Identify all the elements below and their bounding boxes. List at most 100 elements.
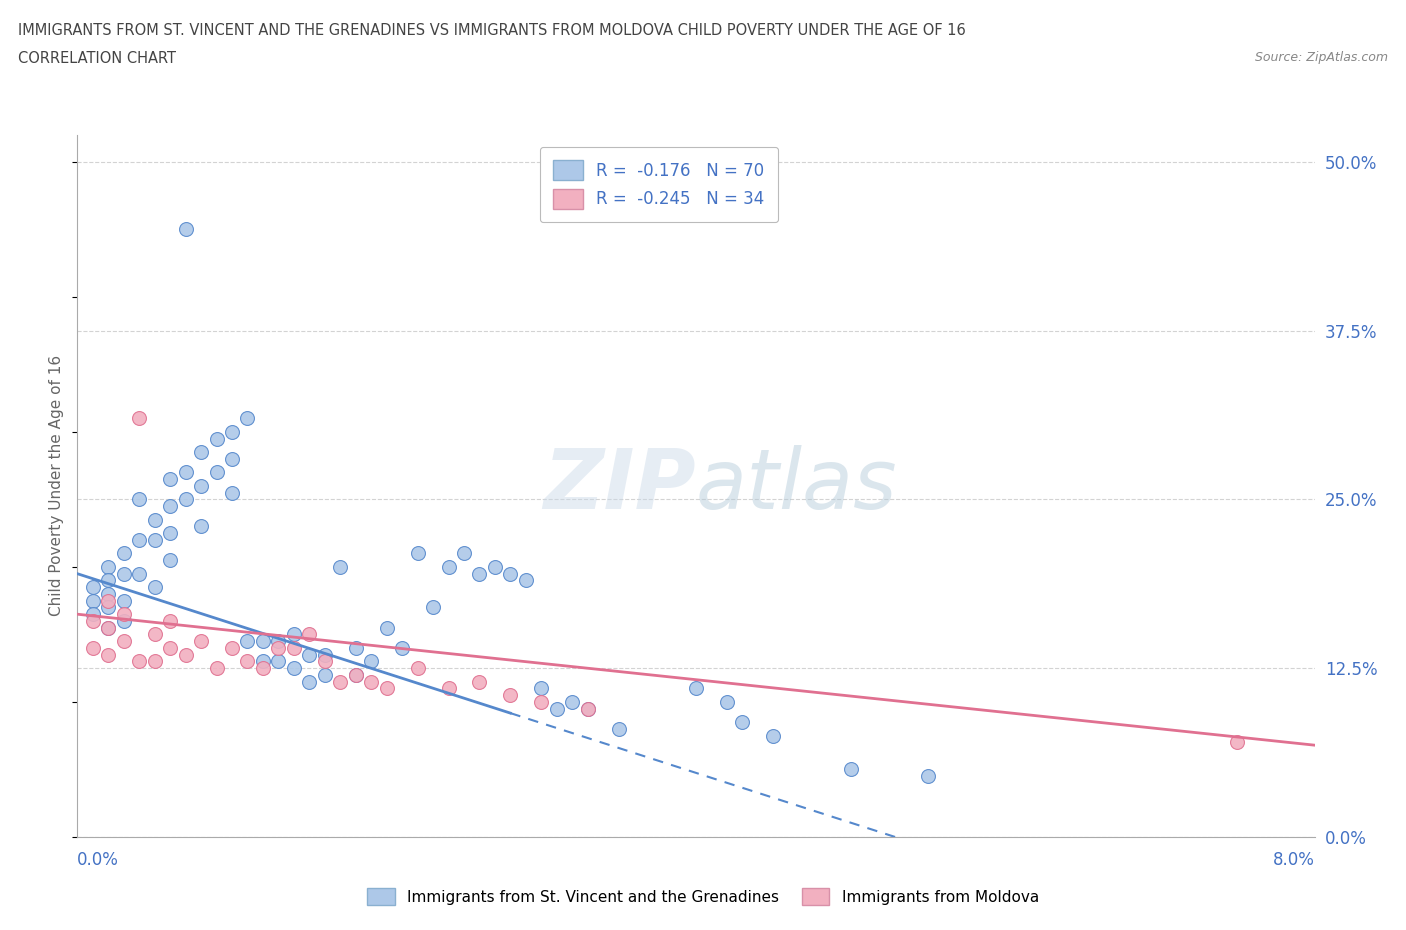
Point <box>685 681 707 696</box>
Legend: Immigrants from St. Vincent and the Grenadines, Immigrants from Moldova: Immigrants from St. Vincent and the Gren… <box>360 880 1046 913</box>
Point <box>499 688 522 703</box>
Point <box>283 661 305 676</box>
Point <box>143 533 166 548</box>
Point <box>530 681 553 696</box>
Point <box>82 641 104 656</box>
Text: IMMIGRANTS FROM ST. VINCENT AND THE GRENADINES VS IMMIGRANTS FROM MOLDOVA CHILD : IMMIGRANTS FROM ST. VINCENT AND THE GREN… <box>18 23 966 38</box>
Point <box>112 593 135 608</box>
Point <box>236 654 259 669</box>
Point <box>607 722 630 737</box>
Point <box>190 479 212 494</box>
Point <box>484 560 506 575</box>
Point <box>515 573 537 588</box>
Point <box>112 633 135 648</box>
Point <box>267 633 290 648</box>
Point <box>221 424 243 439</box>
Point <box>112 566 135 581</box>
Point <box>391 641 413 656</box>
Point <box>360 674 382 689</box>
Point <box>762 728 785 743</box>
Point <box>298 627 321 642</box>
Point <box>128 566 150 581</box>
Point <box>298 674 321 689</box>
Point <box>252 661 274 676</box>
Point <box>499 566 522 581</box>
Point <box>437 681 460 696</box>
Point <box>112 606 135 621</box>
Point <box>174 492 197 507</box>
Point <box>82 593 104 608</box>
Legend: R =  -0.176   N = 70, R =  -0.245   N = 34: R = -0.176 N = 70, R = -0.245 N = 34 <box>540 147 778 222</box>
Point <box>159 552 181 567</box>
Point <box>344 668 367 683</box>
Point <box>468 674 491 689</box>
Point <box>221 451 243 466</box>
Point <box>546 701 568 716</box>
Point <box>82 606 104 621</box>
Point <box>190 633 212 648</box>
Point <box>190 519 212 534</box>
Point <box>159 614 181 629</box>
Text: CORRELATION CHART: CORRELATION CHART <box>18 51 176 66</box>
Point <box>97 593 120 608</box>
Point <box>298 647 321 662</box>
Point <box>1226 735 1249 750</box>
Point <box>174 465 197 480</box>
Point <box>128 654 150 669</box>
Point <box>576 701 599 716</box>
Point <box>159 498 181 513</box>
Point <box>314 654 336 669</box>
Point <box>97 600 120 615</box>
Point <box>128 492 150 507</box>
Point <box>314 647 336 662</box>
Point <box>375 681 398 696</box>
Point <box>205 661 228 676</box>
Text: 8.0%: 8.0% <box>1272 851 1315 869</box>
Point <box>205 465 228 480</box>
Text: Source: ZipAtlas.com: Source: ZipAtlas.com <box>1254 51 1388 64</box>
Point <box>159 641 181 656</box>
Point <box>453 546 475 561</box>
Point <box>82 579 104 594</box>
Point <box>97 560 120 575</box>
Text: ZIP: ZIP <box>543 445 696 526</box>
Point <box>406 661 429 676</box>
Point <box>437 560 460 575</box>
Point <box>329 560 352 575</box>
Point <box>422 600 444 615</box>
Point <box>97 573 120 588</box>
Point <box>221 485 243 500</box>
Point <box>112 546 135 561</box>
Text: atlas: atlas <box>696 445 897 526</box>
Point <box>236 411 259 426</box>
Point <box>283 641 305 656</box>
Point <box>97 647 120 662</box>
Point <box>97 620 120 635</box>
Point <box>561 695 583 710</box>
Point <box>839 762 862 777</box>
Point <box>221 641 243 656</box>
Text: 0.0%: 0.0% <box>77 851 120 869</box>
Point <box>360 654 382 669</box>
Point <box>205 432 228 446</box>
Point <box>406 546 429 561</box>
Point <box>128 533 150 548</box>
Point <box>267 654 290 669</box>
Point <box>344 641 367 656</box>
Point <box>375 620 398 635</box>
Point <box>174 222 197 237</box>
Point <box>236 633 259 648</box>
Point <box>283 627 305 642</box>
Point <box>468 566 491 581</box>
Point <box>917 769 939 784</box>
Point <box>97 620 120 635</box>
Point <box>128 411 150 426</box>
Point <box>159 525 181 540</box>
Point <box>314 668 336 683</box>
Y-axis label: Child Poverty Under the Age of 16: Child Poverty Under the Age of 16 <box>49 355 65 617</box>
Point <box>97 587 120 602</box>
Point <box>112 614 135 629</box>
Point <box>82 614 104 629</box>
Point <box>143 654 166 669</box>
Point <box>576 701 599 716</box>
